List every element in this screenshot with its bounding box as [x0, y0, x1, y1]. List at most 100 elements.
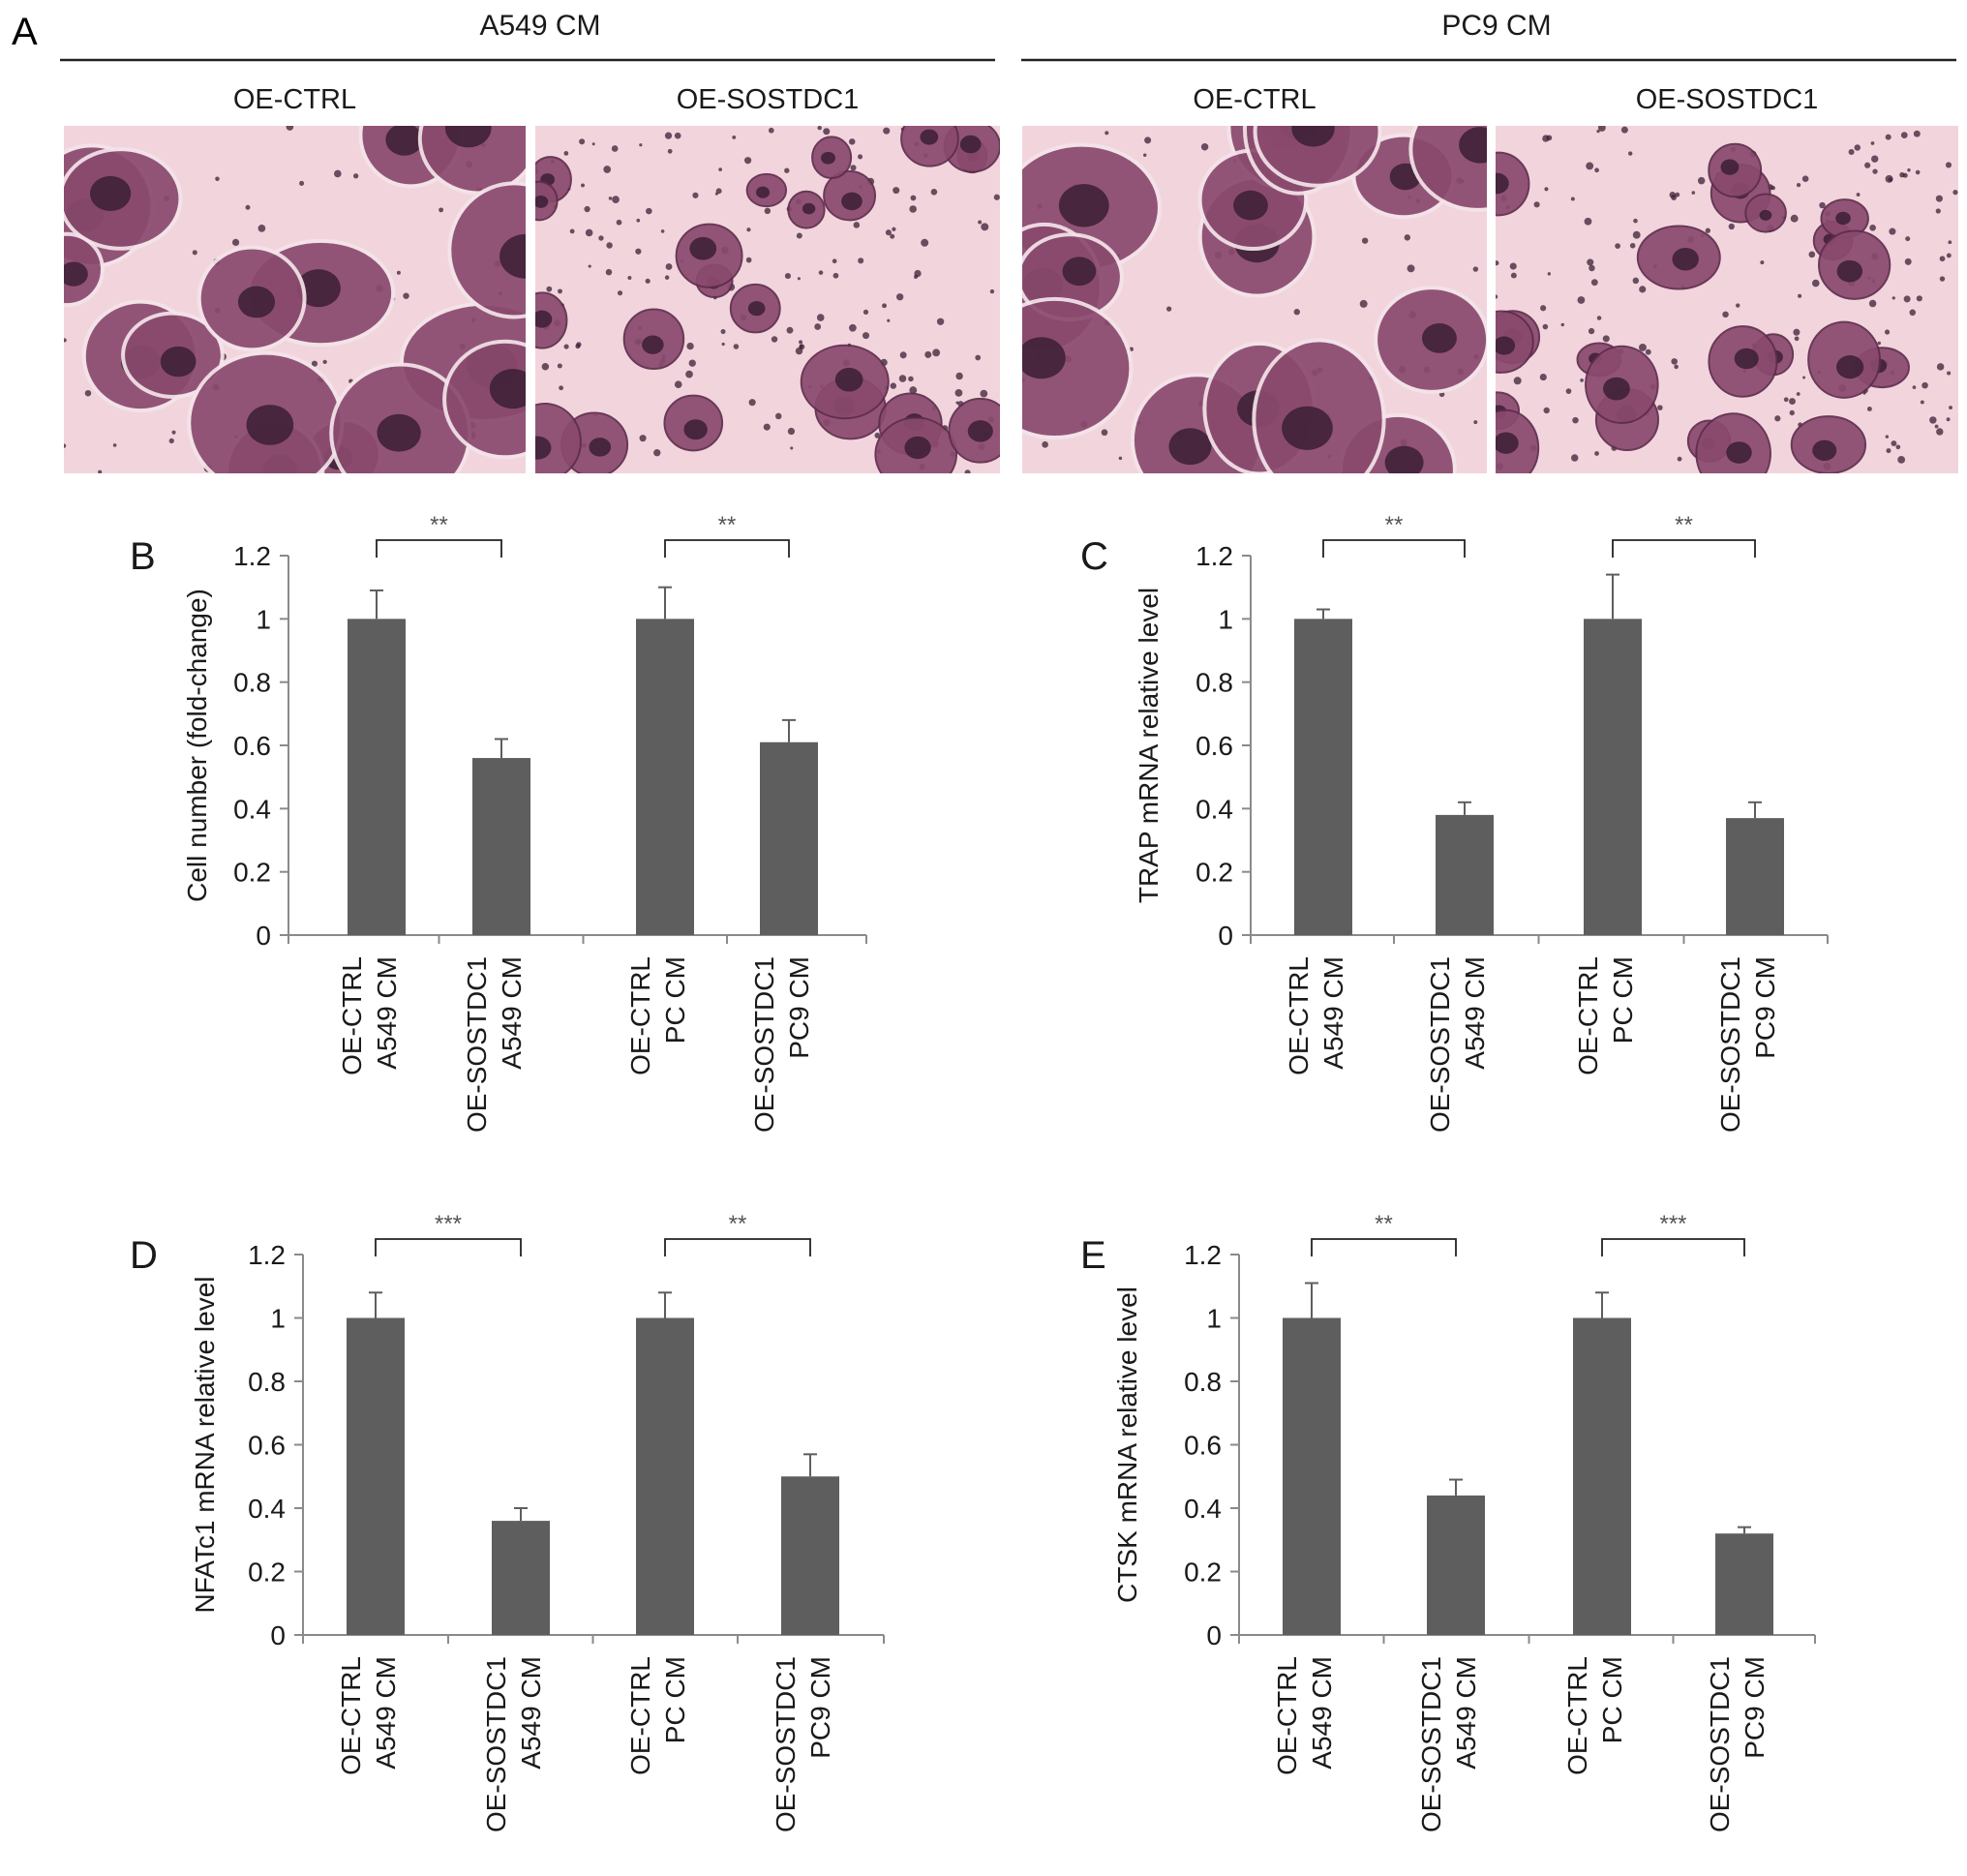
x-category-label: A549 CM — [1318, 956, 1348, 1070]
nucleus-cluster — [1291, 126, 1335, 147]
x-category-label: A549 CM — [516, 1656, 546, 1770]
stained-dot — [980, 389, 988, 398]
y-axis-label: Cell number (fold-change) — [182, 589, 212, 902]
panel-letter: E — [1080, 1234, 1106, 1277]
stained-dot — [1639, 286, 1647, 293]
stained-dot — [1645, 348, 1651, 355]
nucleus-cluster — [683, 419, 708, 440]
stained-dot — [883, 127, 891, 135]
stained-dot — [1952, 190, 1958, 196]
stained-dot — [1885, 134, 1891, 140]
stained-dot — [557, 363, 562, 369]
stained-dot — [975, 354, 982, 361]
stained-dot — [598, 235, 604, 241]
x-category-label: PC CM — [660, 1656, 690, 1743]
y-tick-label: 1.2 — [233, 541, 271, 571]
stained-dot — [575, 344, 581, 349]
nucleus-cluster — [1233, 190, 1268, 221]
micrograph — [535, 126, 1000, 473]
x-category-label: PC9 CM — [805, 1656, 835, 1759]
nucleus-cluster — [1836, 259, 1863, 283]
y-tick-label: 0.2 — [233, 858, 271, 888]
osteoclast-cell — [1496, 151, 1530, 217]
stained-dot — [403, 292, 409, 299]
stained-dot — [1722, 311, 1729, 318]
stained-dot — [1905, 236, 1911, 242]
y-tick-label: 0.8 — [248, 1367, 286, 1397]
bar — [492, 1521, 550, 1635]
x-category-label: OE-CTRL — [336, 1656, 366, 1775]
stained-dot — [1547, 272, 1552, 276]
stained-dot — [1907, 168, 1911, 172]
stained-dot — [1891, 440, 1897, 447]
stained-dot — [1539, 374, 1547, 381]
stained-dot — [664, 132, 673, 139]
nucleus-cluster — [246, 405, 294, 445]
stained-dot — [1854, 144, 1861, 151]
bar — [1427, 1495, 1485, 1635]
micrograph — [64, 126, 526, 473]
stained-dot — [1929, 416, 1937, 424]
bar — [1436, 814, 1494, 935]
y-axis-label: CTSK mRNA relative level — [1112, 1286, 1142, 1603]
stained-dot — [439, 207, 444, 213]
y-tick-label: 1 — [1218, 604, 1233, 634]
stained-dot — [799, 344, 803, 348]
nucleus-cluster — [64, 261, 88, 287]
y-axis-label: TRAP mRNA relative level — [1134, 588, 1164, 903]
stained-dot — [664, 275, 670, 280]
stained-dot — [1760, 260, 1765, 265]
stained-dot — [1543, 407, 1550, 414]
nucleus-cluster — [920, 129, 939, 145]
stained-dot — [795, 347, 803, 355]
stained-dot — [563, 344, 569, 349]
y-tick-label: 0.4 — [233, 794, 271, 824]
x-category-label: PC9 CM — [1740, 1656, 1770, 1759]
stained-dot — [1632, 277, 1640, 285]
stained-dot — [954, 388, 963, 397]
stained-dot — [611, 145, 619, 152]
stained-dot — [1819, 201, 1826, 209]
stained-dot — [895, 293, 904, 301]
significance-label: ** — [718, 512, 737, 538]
stained-dot — [892, 227, 896, 231]
stained-dot — [1904, 257, 1912, 265]
nucleus-cluster — [1759, 209, 1772, 221]
stained-dot — [1783, 397, 1789, 403]
x-category-label: OE-SOSTDC1 — [1715, 956, 1745, 1133]
stained-dot — [1915, 169, 1921, 175]
stained-dot — [1796, 392, 1801, 396]
stained-dot — [910, 195, 917, 201]
x-category-label: PC CM — [660, 956, 690, 1044]
stained-dot — [721, 342, 725, 347]
stained-dot — [215, 176, 220, 182]
significance-label: ** — [1385, 512, 1404, 538]
stained-dot — [1496, 294, 1498, 299]
stained-dot — [1627, 151, 1633, 156]
x-category-label: OE-CTRL — [1284, 956, 1314, 1075]
stained-dot — [714, 192, 718, 196]
stained-dot — [612, 196, 620, 203]
stained-dot — [786, 326, 794, 334]
stained-dot — [1118, 456, 1123, 461]
stained-dot — [1936, 363, 1945, 371]
stained-dot — [1596, 130, 1600, 134]
y-tick-label: 0.6 — [248, 1431, 286, 1461]
significance-bracket — [1311, 1238, 1457, 1256]
stained-dot — [1657, 405, 1663, 410]
chart-panel-b: B Cell number (fold-change) 0 0.2 0.4 0.6 0.8 1… — [130, 512, 867, 1133]
stained-dot — [1868, 299, 1877, 308]
stained-dot — [1404, 234, 1411, 241]
stained-dot — [1774, 415, 1781, 422]
stained-dot — [745, 257, 752, 263]
nucleus-cluster — [1603, 377, 1630, 401]
nucleus-cluster — [385, 126, 423, 156]
nucleus-cluster — [841, 192, 862, 211]
stained-dot — [635, 248, 642, 255]
stained-dot — [898, 375, 907, 382]
nucleus-cluster — [1421, 322, 1457, 353]
stained-dot — [1948, 240, 1952, 245]
stained-dot — [862, 332, 870, 340]
stained-dot — [605, 268, 613, 276]
stained-dot — [1407, 264, 1415, 273]
